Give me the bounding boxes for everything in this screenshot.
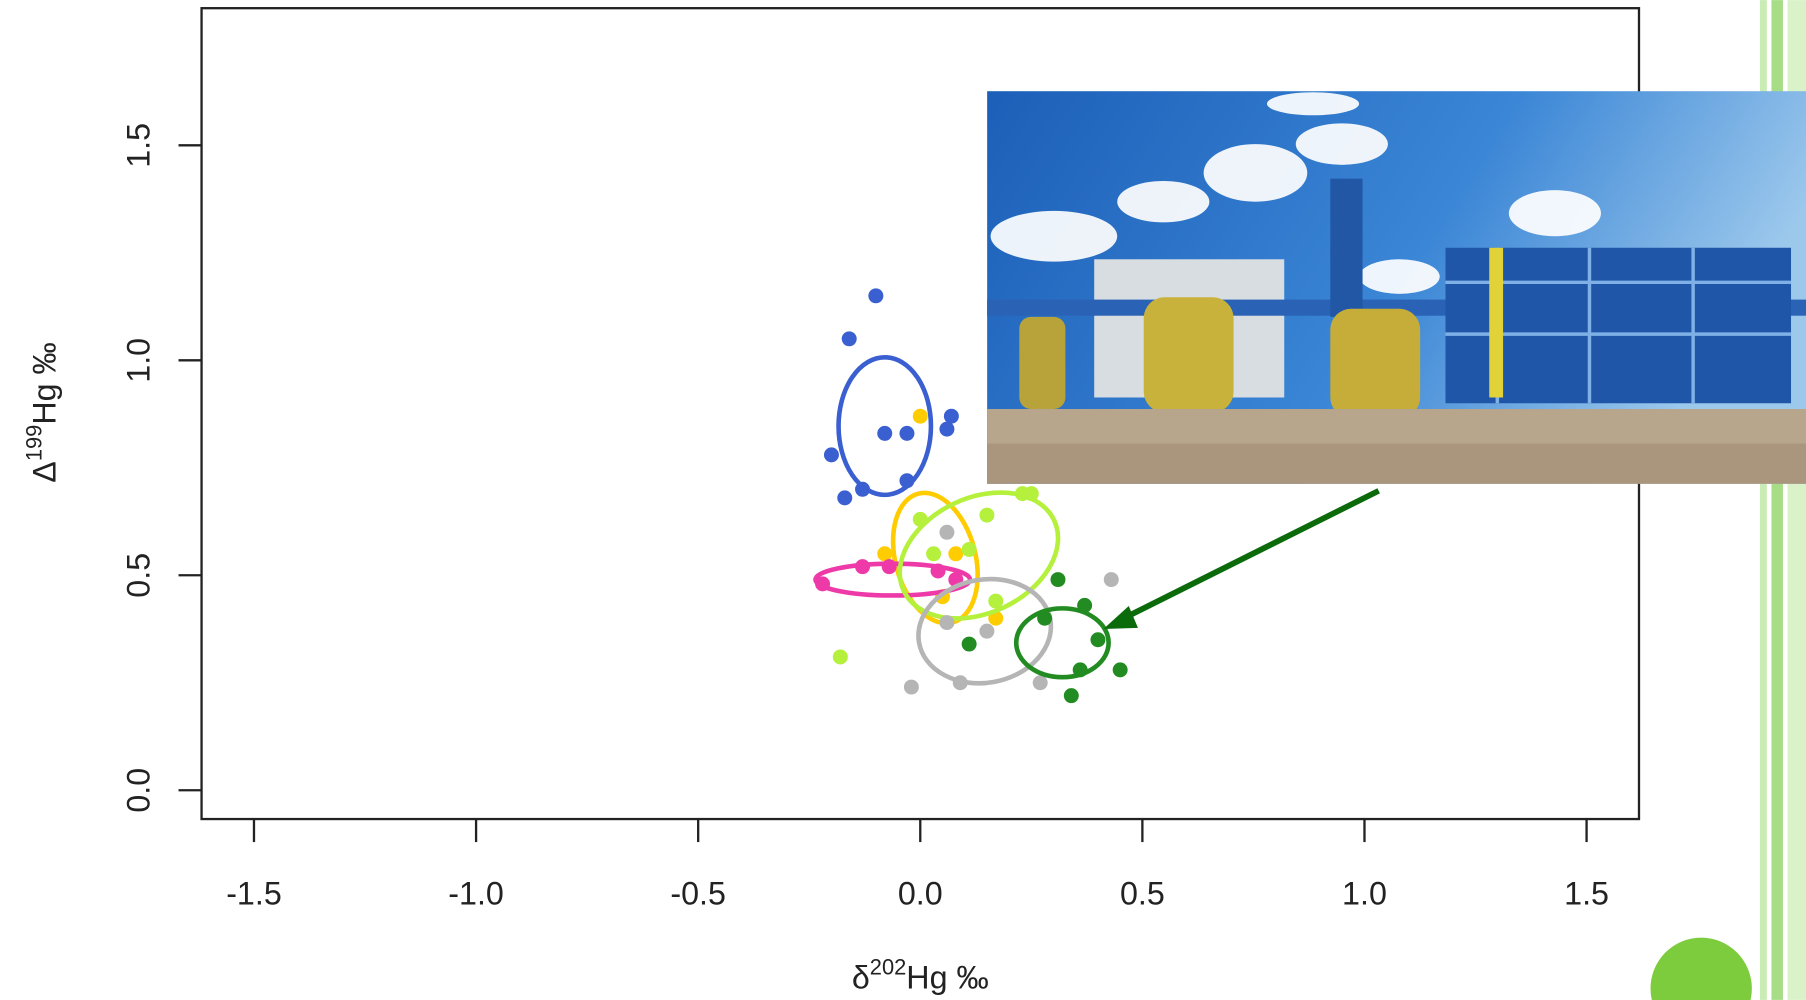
point	[855, 559, 871, 575]
point	[979, 507, 995, 523]
y-label-text: Hg ‰	[26, 342, 62, 424]
x-tick-label: -1.5	[226, 875, 282, 911]
point	[961, 636, 977, 652]
y-label-sup: 199	[21, 425, 46, 462]
x-tick-label: -0.5	[670, 875, 726, 911]
point	[855, 481, 871, 497]
point	[979, 623, 995, 639]
x-label-text: Hg ‰	[906, 959, 988, 995]
point	[1032, 675, 1048, 691]
point	[868, 288, 884, 304]
point	[1103, 572, 1119, 588]
y-label-symbol: Δ	[26, 461, 62, 483]
point	[1077, 597, 1093, 613]
point	[952, 675, 968, 691]
point	[930, 563, 946, 579]
point	[948, 546, 964, 562]
point	[1023, 486, 1039, 502]
point	[926, 546, 942, 562]
point	[912, 511, 928, 527]
point	[837, 490, 853, 506]
x-tick-label: 0.5	[1120, 875, 1165, 911]
point	[881, 559, 897, 575]
point	[961, 541, 977, 557]
y-axis-label: Δ199Hg ‰	[21, 342, 62, 482]
arrow	[1103, 488, 1380, 629]
point	[877, 425, 893, 441]
point	[939, 421, 955, 437]
point	[877, 546, 893, 562]
point	[823, 447, 839, 463]
y-tick-label: 0.0	[121, 768, 157, 813]
x-tick-label: 0.0	[898, 875, 943, 911]
point	[1072, 662, 1088, 678]
point	[1037, 610, 1053, 626]
x-tick-label: 1.5	[1564, 875, 1609, 911]
ellipse	[1013, 606, 1111, 680]
point	[912, 408, 928, 424]
point	[899, 473, 915, 489]
point	[1063, 688, 1079, 704]
x-tick-label: -1.0	[448, 875, 504, 911]
x-axis-label: δ202Hg ‰	[852, 955, 989, 996]
ellipse	[836, 354, 934, 498]
y-tick-label: 0.5	[121, 553, 157, 598]
point	[1090, 632, 1106, 648]
point	[988, 593, 1004, 609]
point	[899, 425, 915, 441]
point	[1050, 572, 1066, 588]
x-label-symbol: δ	[852, 959, 870, 995]
point	[903, 679, 919, 695]
point	[815, 576, 831, 592]
ellipse	[897, 490, 1061, 621]
point	[832, 649, 848, 665]
point	[939, 615, 955, 631]
x-tick-label: 1.0	[1342, 875, 1387, 911]
photo	[987, 91, 1806, 484]
y-tick-label: 1.0	[121, 338, 157, 383]
point	[841, 331, 857, 347]
y-tick-label: 1.5	[121, 123, 157, 168]
plot-area	[813, 288, 1128, 704]
x-label-sup: 202	[870, 955, 907, 980]
point	[943, 408, 959, 424]
point	[939, 524, 955, 540]
point	[1112, 662, 1128, 678]
